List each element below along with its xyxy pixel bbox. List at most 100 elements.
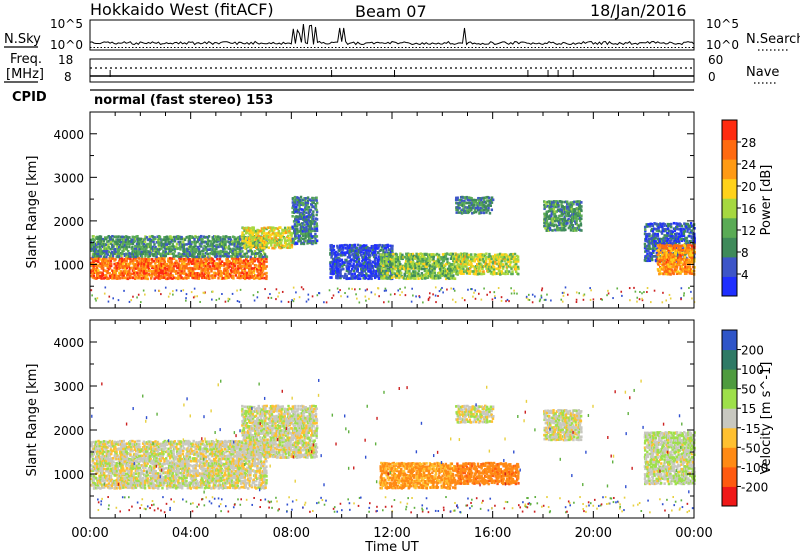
- power-cell: [288, 237, 291, 240]
- power-cell: [551, 207, 554, 211]
- power-cell: [330, 276, 333, 279]
- power-cell: [267, 235, 271, 239]
- power-cell: [240, 241, 243, 244]
- power-cell: [206, 269, 210, 272]
- power-cell: [648, 224, 652, 228]
- power-cell: [473, 201, 476, 204]
- power-cell: [219, 264, 223, 267]
- power-cell: [173, 238, 177, 241]
- power-cell: [258, 264, 261, 268]
- power-cell: [354, 249, 357, 253]
- power-cell: [265, 275, 268, 278]
- power-cell: [580, 229, 583, 232]
- power-cell: [429, 270, 432, 273]
- power-cell: [332, 267, 336, 271]
- power-cell: [373, 253, 377, 256]
- power-cell: [402, 265, 405, 269]
- power-cell: [200, 266, 203, 270]
- power-cell: [260, 276, 264, 280]
- power-cell: [667, 229, 671, 233]
- power-cell: [105, 274, 108, 277]
- power-cell: [466, 206, 470, 209]
- power-cell: [338, 246, 342, 250]
- power-cell: [331, 268, 334, 271]
- power-cell: [204, 264, 208, 268]
- power-cell: [204, 267, 208, 270]
- power-cell: [332, 260, 336, 264]
- power-cell: [116, 277, 119, 280]
- power-cell: [514, 258, 517, 261]
- power-cell: [125, 248, 129, 251]
- power-cell: [295, 224, 299, 228]
- power-cell: [366, 253, 369, 256]
- power-cell: [681, 248, 685, 252]
- power-cell: [678, 232, 681, 236]
- power-speck: [665, 299, 668, 302]
- power-cell: [688, 243, 692, 247]
- power-cell: [372, 255, 376, 259]
- power-cell: [126, 237, 130, 241]
- power-cell: [650, 222, 654, 226]
- power-cell: [355, 246, 358, 250]
- power-cell: [193, 252, 196, 256]
- power-cell: [345, 265, 348, 268]
- power-cell: [151, 235, 155, 239]
- power-cell: [428, 267, 432, 270]
- power-cell: [193, 255, 196, 259]
- power-cell: [514, 267, 518, 271]
- power-cell: [209, 244, 212, 248]
- power-cell: [556, 224, 559, 228]
- power-cell: [194, 259, 197, 263]
- power-cell: [90, 238, 93, 242]
- power-cell: [333, 265, 337, 268]
- power-cell: [239, 252, 242, 255]
- power-cell: [496, 255, 499, 259]
- power-cell: [473, 208, 477, 212]
- power-cell: [212, 238, 216, 241]
- power-cell: [134, 257, 138, 260]
- power-cell: [659, 262, 662, 265]
- power-cell: [179, 257, 183, 261]
- power-cell: [350, 274, 353, 278]
- power-cell: [410, 276, 413, 279]
- power-cell: [406, 267, 410, 271]
- power-cell: [297, 210, 300, 214]
- power-cell: [676, 270, 680, 273]
- power-cell: [106, 277, 109, 281]
- power-cell: [679, 246, 682, 250]
- power-cell: [488, 252, 491, 256]
- power-cell: [364, 276, 368, 280]
- power-cell: [283, 226, 287, 230]
- power-cell: [468, 259, 471, 263]
- power-cell: [558, 223, 561, 227]
- power-cell: [683, 260, 687, 264]
- power-cell: [476, 262, 480, 266]
- power-cell: [304, 206, 307, 209]
- power-cell: [261, 273, 264, 277]
- power-cell: [381, 267, 384, 270]
- power-cell: [679, 244, 682, 248]
- power-cell: [95, 250, 99, 253]
- power-cell: [143, 245, 146, 249]
- power-cell: [468, 198, 472, 202]
- power-cell: [256, 267, 259, 271]
- power-cell: [577, 209, 580, 213]
- power-cell: [481, 205, 485, 209]
- power-cell: [381, 269, 385, 273]
- power-cell: [244, 247, 248, 250]
- power-speck: [236, 289, 238, 292]
- power-cell: [217, 276, 220, 280]
- power-cell: [693, 226, 696, 230]
- power-cell: [578, 209, 582, 213]
- power-cell: [451, 267, 455, 270]
- power-cell: [460, 201, 464, 204]
- power-cell: [331, 270, 334, 273]
- power-cell: [543, 203, 546, 207]
- power-cell: [215, 250, 219, 253]
- power-cell: [169, 272, 172, 275]
- power-cell: [668, 269, 672, 273]
- power-cell: [203, 244, 206, 248]
- power-cell: [652, 245, 656, 248]
- power-cell: [231, 264, 235, 268]
- power-cell: [402, 277, 406, 280]
